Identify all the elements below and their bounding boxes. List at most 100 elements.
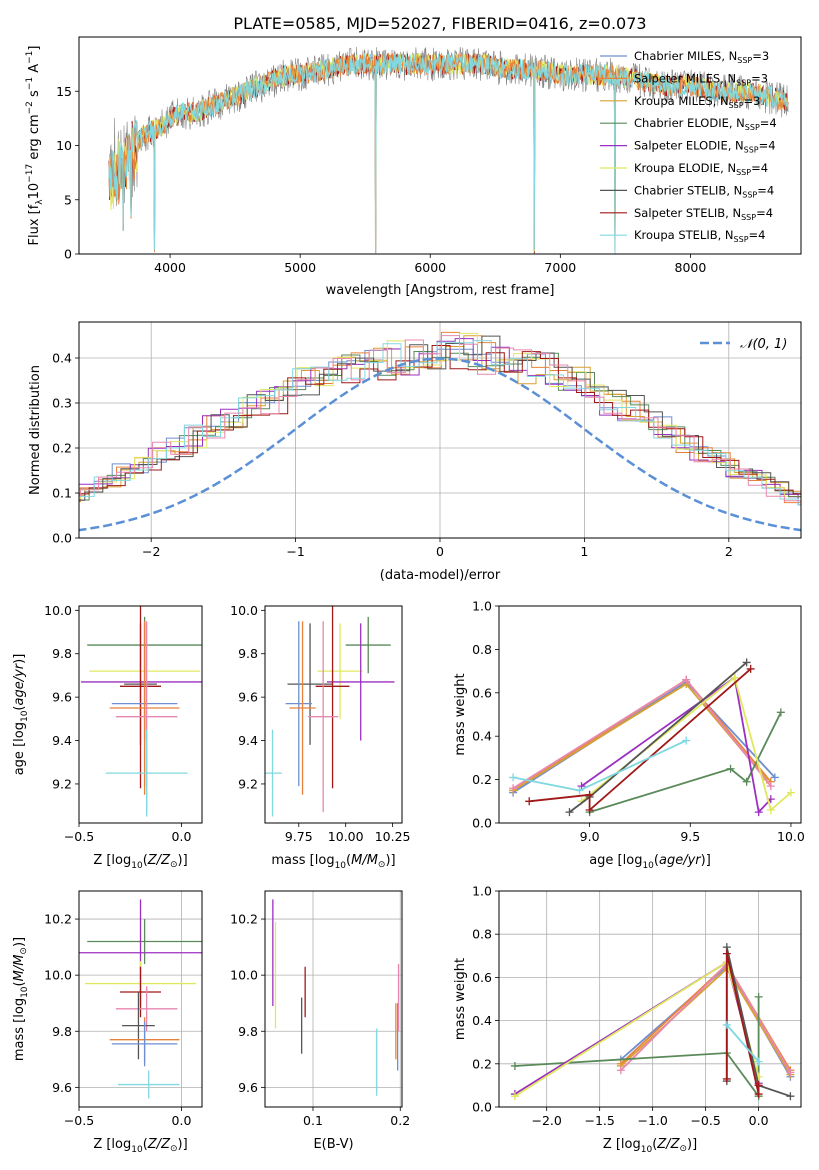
x-tick-label: −1.5 — [584, 1113, 614, 1128]
y-axis-label: age [log10(age/yr)] — [12, 654, 30, 776]
x-axis-label: age [log10(age/yr)] — [589, 853, 711, 871]
weight-point-marker — [575, 786, 584, 795]
x-tick-label: 5000 — [284, 260, 316, 275]
legend: Chabrier MILES, NSSP=3 Salpeter MILES, NS… — [600, 49, 777, 244]
x-tick-label: 10.00 — [328, 829, 364, 844]
panel-weight_vs_age: 9.0 9.5 10.0 0.0 0.2 0.4 0.6 0.8 1.0 age [log10(a… — [453, 599, 805, 872]
x-axis-label: (data-model)/error — [380, 568, 501, 583]
x-tick-label: 7000 — [544, 260, 576, 275]
weight-point-marker — [776, 708, 785, 717]
legend-entry: Salpeter ELODIE, NSSP=4 — [634, 139, 776, 155]
x-tick-label: 0.1 — [303, 1113, 323, 1128]
axes-frame — [264, 605, 403, 824]
y-tick-label: 0.4 — [472, 1013, 492, 1028]
x-tick-label: −1 — [286, 544, 304, 559]
y-tick-label: 10.0 — [230, 603, 258, 618]
panel-age_vs_mass: 9.75 10.00 10.25 9.2 9.4 9.6 9.8 10.0 mass [log1… — [230, 603, 411, 871]
weight-point-marker — [525, 797, 534, 806]
y-tick-label: 0.0 — [52, 531, 72, 546]
histogram-step — [79, 340, 801, 506]
x-tick-label: 0.0 — [172, 829, 192, 844]
weight-point-marker — [682, 675, 691, 684]
y-tick-label: 9.2 — [238, 776, 258, 791]
spectrum-lines — [108, 46, 789, 254]
weight-series-line — [726, 1024, 760, 1063]
weight-point-marker — [766, 782, 775, 791]
x-tick-label: 8000 — [675, 260, 707, 275]
y-tick-label: 5 — [64, 192, 72, 207]
panel-weight_vs_Z: −2.0 −1.5 −1.0 −0.5 0.0 0.0 0.2 0.4 0.6 0.8 1.0 Z [… — [453, 884, 802, 1155]
panel-residual_hist: −2 −1 0 1 2 0.0 0.1 0.2 0.3 0.4 (data-model)/error… — [28, 321, 802, 583]
weight-series-line — [725, 953, 760, 1095]
x-tick-label: 9.5 — [680, 829, 700, 844]
legend-entry: Chabrier STELIB, NSSP=4 — [634, 183, 774, 199]
weight-point-marker — [786, 788, 795, 797]
model-spectrum-line — [108, 53, 789, 254]
histogram-step — [79, 345, 801, 495]
weight-point-marker — [786, 1068, 795, 1077]
panel-spectrum: 4000 5000 6000 7000 8000 0 5 10 15 wavelength [An… — [25, 36, 802, 298]
x-tick-label: 2 — [725, 544, 733, 559]
y-axis-label: Flux [fλ10−17 erg cm−2 s−1 A−1] — [25, 46, 45, 246]
figure-title: PLATE=0585, MJD=52027, FIBERID=0416, z=0… — [233, 14, 646, 33]
x-axis-label: wavelength [Angstrom, rest frame] — [326, 283, 555, 298]
y-tick-label: 0.3 — [52, 396, 72, 411]
weight-point-marker — [730, 673, 739, 682]
weight-point-marker — [509, 784, 518, 793]
x-axis-label: mass [log10(M/M⊙)] — [271, 853, 395, 871]
legend-entry: Salpeter MILES, NSSP=3 — [634, 71, 768, 87]
legend-entry: Chabrier ELODIE, NSSP=4 — [634, 116, 777, 132]
histogram-step — [79, 351, 801, 501]
weight-series-line — [514, 960, 760, 1097]
weight-point-marker — [742, 658, 751, 667]
weight-point-marker — [722, 949, 731, 958]
legend-entry: Kroupa MILES, NSSP=3 — [634, 94, 760, 110]
weight-lines — [510, 943, 795, 1101]
y-tick-label: 0.4 — [472, 729, 492, 744]
weight-point-marker — [682, 736, 691, 745]
x-tick-label: 0 — [436, 544, 444, 559]
x-tick-label: 4000 — [154, 260, 186, 275]
y-axis-label: mass weight — [453, 958, 468, 1040]
weight-point-marker — [722, 1020, 731, 1029]
y-tick-label: 15 — [56, 84, 72, 99]
y-tick-label: 0.6 — [472, 970, 492, 985]
error-bars — [79, 899, 202, 1099]
y-tick-label: 9.2 — [52, 776, 72, 791]
y-tick-label: 9.8 — [238, 646, 258, 661]
y-tick-label: 0.2 — [472, 772, 492, 787]
weight-series-line — [514, 996, 760, 1099]
weight-series-line — [529, 668, 752, 812]
y-tick-label: 0.8 — [472, 927, 492, 942]
axes-frame — [78, 605, 203, 824]
axes-frame — [264, 890, 403, 1108]
error-bars — [265, 606, 395, 817]
weight-point-marker — [754, 1081, 763, 1090]
x-axis-label: Z [log10(Z/Z⊙)] — [603, 1137, 697, 1155]
y-tick-label: 0.8 — [472, 642, 492, 657]
axes-frame — [498, 890, 802, 1108]
y-tick-label: 0.2 — [52, 441, 72, 456]
x-tick-label: 10.25 — [375, 829, 411, 844]
weight-point-marker — [754, 808, 763, 817]
panel-mass_vs_ebv: 0.1 0.2 9.6 9.8 10.0 10.2 E(B-V) — [230, 890, 410, 1152]
weight-point-marker — [770, 773, 779, 782]
y-tick-label: 9.4 — [238, 733, 258, 748]
weight-point-marker — [585, 790, 594, 799]
weight-series-line — [512, 682, 768, 792]
y-tick-label: 9.6 — [52, 690, 72, 705]
x-tick-label: −0.5 — [690, 1113, 720, 1128]
x-tick-label: −1.0 — [637, 1113, 667, 1128]
error-bars — [272, 899, 400, 1096]
weight-point-marker — [766, 805, 775, 814]
histogram-step — [79, 335, 801, 501]
y-axis-label: Normed distribution — [28, 365, 43, 495]
weight-series-line — [512, 678, 772, 792]
normal-curve — [79, 357, 801, 532]
y-tick-label: 1.0 — [472, 599, 492, 614]
weight-point-marker — [510, 1061, 519, 1070]
y-tick-label: 10 — [56, 138, 72, 153]
axes-frame — [78, 890, 203, 1108]
histogram-step — [79, 335, 801, 502]
y-tick-label: 10.2 — [230, 912, 258, 927]
